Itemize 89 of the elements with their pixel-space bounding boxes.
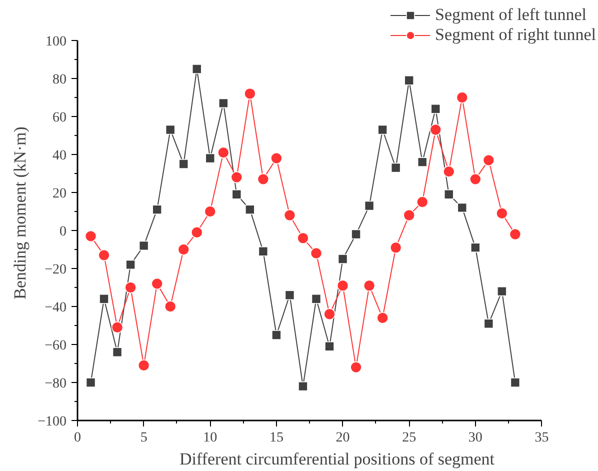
point: [510, 378, 520, 388]
point: [124, 282, 136, 294]
x-tick-label: 25: [402, 430, 416, 446]
x-tick-label: 10: [203, 430, 218, 446]
y-tick-label: −80: [44, 376, 67, 392]
point: [111, 322, 124, 334]
point: [298, 381, 308, 392]
point: [363, 280, 376, 292]
point: [98, 249, 110, 262]
point: [178, 159, 189, 169]
y-tick-label: 20: [52, 186, 66, 202]
point: [272, 330, 282, 340]
point: [151, 278, 163, 290]
x-tick-label: 30: [468, 430, 482, 446]
point: [284, 290, 295, 300]
point: [192, 64, 202, 74]
point: [497, 286, 507, 296]
y-tick-label: 80: [52, 72, 66, 88]
point: [444, 189, 454, 200]
y-tick-label: −40: [44, 300, 67, 316]
y-tick-label: −60: [44, 338, 67, 354]
point: [138, 360, 150, 372]
x-axis-title: Different circumferential positions of segment: [179, 450, 495, 468]
point: [230, 171, 243, 184]
legend-label: Segment of left tunnel: [434, 5, 587, 25]
x-tick-label: 35: [534, 430, 549, 446]
point: [378, 124, 388, 135]
point: [336, 280, 349, 292]
point: [404, 75, 414, 86]
y-tick-label: 60: [52, 110, 66, 126]
point: [232, 189, 242, 200]
point: [164, 300, 176, 312]
point: [338, 254, 348, 264]
point: [324, 308, 336, 320]
point: [152, 204, 162, 214]
point: [390, 162, 401, 173]
point: [470, 173, 482, 186]
y-tick-label: 40: [52, 148, 66, 164]
point: [99, 294, 109, 304]
point: [509, 228, 522, 240]
point: [245, 204, 255, 214]
point: [456, 92, 468, 104]
point: [126, 260, 136, 270]
point: [417, 157, 428, 167]
x-tick-label: 5: [140, 430, 148, 446]
y-tick-label: −20: [44, 262, 67, 278]
point: [270, 152, 282, 164]
point: [112, 347, 122, 357]
point: [390, 242, 402, 254]
point: [484, 318, 494, 328]
point: [324, 341, 334, 352]
legend-label: Segment of right tunnel: [434, 25, 596, 45]
point: [416, 196, 428, 208]
point: [496, 207, 508, 220]
y-tick-label: −100: [38, 414, 67, 430]
point: [204, 206, 216, 218]
y-tick-label: 0: [60, 224, 66, 240]
point: [364, 200, 374, 211]
point: [86, 378, 96, 388]
point: [284, 209, 296, 222]
point: [297, 232, 309, 244]
x-tick-label: 20: [336, 430, 350, 446]
point: [470, 242, 480, 252]
point: [258, 246, 268, 256]
point: [457, 202, 468, 213]
point: [205, 153, 216, 164]
y-tick-label: 100: [46, 34, 66, 50]
point: [244, 88, 256, 100]
point: [178, 244, 190, 256]
point: [257, 173, 270, 186]
point: [218, 98, 228, 108]
point: [190, 226, 203, 238]
point: [350, 361, 362, 374]
point: [310, 247, 322, 260]
point: [482, 154, 495, 166]
point: [311, 294, 322, 304]
y-axis-title: Bending moment (kN·m): [10, 126, 30, 300]
point: [430, 104, 441, 114]
x-tick-label: 0: [74, 430, 81, 446]
point: [351, 229, 361, 240]
point: [403, 209, 415, 222]
x-tick-label: 15: [269, 430, 284, 446]
point: [430, 124, 442, 136]
point: [165, 124, 176, 135]
point: [376, 312, 388, 324]
point: [442, 166, 455, 178]
point: [84, 230, 97, 242]
point: [138, 240, 149, 251]
point: [218, 146, 230, 158]
